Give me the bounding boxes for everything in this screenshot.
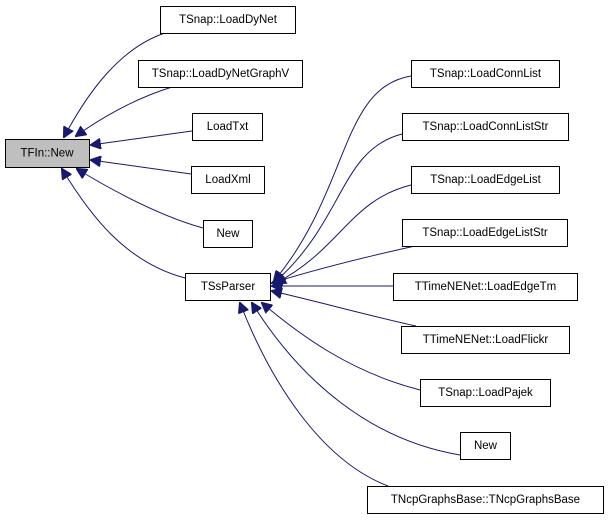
node-tfin-new[interactable]: TFIn::New	[5, 139, 90, 168]
node-label: TTimeNENet::LoadFlickr	[423, 334, 549, 346]
node-tsnap-loadedgeliststr[interactable]: TSnap::LoadEdgeListStr	[402, 219, 568, 247]
edge-loadedgelist-to-tssparser	[276, 184, 412, 283]
node-label: LoadXml	[205, 174, 250, 186]
edge-loaddynetgraphv-to-tfin-new	[76, 86, 173, 136]
edge-new-to-tfin-new	[77, 169, 204, 229]
node-label: New	[474, 440, 498, 452]
node-label: TSnap::LoadEdgeList	[430, 174, 541, 186]
edge-loaddynet-to-tfin-new	[64, 32, 166, 137]
node-label: TNcpGraphsBase::TNcpGraphsBase	[391, 494, 580, 506]
node-tsnap-loadpajek[interactable]: TSnap::LoadPajek	[420, 379, 551, 407]
node-tsnap-loaddynetgraphv[interactable]: TSnap::LoadDyNetGraphV	[138, 60, 303, 88]
node-tsnap-loaddynet[interactable]: TSnap::LoadDyNet	[160, 6, 296, 34]
edge-loadpajek-to-tssparser	[262, 303, 421, 391]
node-tssparser[interactable]: TSsParser	[185, 273, 271, 301]
edge-loadxml-to-tfin-new	[91, 160, 192, 175]
edge-loadflickr-to-tssparser	[272, 291, 417, 327]
node-tsnap-loadconnliststr[interactable]: TSnap::LoadConnListStr	[402, 113, 569, 141]
edge-loadtxt-to-tfin-new	[91, 130, 193, 145]
edge-tncpgraphsbase-to-tssparser	[240, 303, 389, 487]
edge-tssparser-to-tfin-new	[62, 169, 186, 279]
node-ttimenenet-loadflickr[interactable]: TTimeNENet::LoadFlickr	[401, 326, 570, 354]
edge-loadconnlist-to-tssparser	[274, 75, 412, 281]
node-new-left[interactable]: New	[203, 220, 253, 248]
node-ttimenenet-loadedgetm[interactable]: TTimeNENet::LoadEdgeTm	[393, 273, 578, 301]
node-label: TSnap::LoadConnList	[430, 68, 542, 80]
node-label: TFIn::New	[20, 148, 74, 160]
edge-loadconnliststr-to-tssparser	[275, 133, 403, 282]
edge-new-to-tssparser	[252, 303, 461, 456]
node-loadxml[interactable]: LoadXml	[191, 166, 265, 194]
node-label: TSsParser	[201, 281, 255, 293]
node-label: New	[216, 228, 240, 240]
node-tsnap-loadedgelist[interactable]: TSnap::LoadEdgeList	[411, 166, 560, 194]
node-tsnap-loadconnlist[interactable]: TSnap::LoadConnList	[411, 60, 560, 88]
node-label: TSnap::LoadEdgeListStr	[422, 227, 547, 239]
node-label: TSnap::LoadDyNet	[179, 14, 278, 26]
node-label: TSnap::LoadPajek	[438, 387, 533, 399]
node-new-right[interactable]: New	[460, 432, 511, 460]
node-label: TSnap::LoadDyNetGraphV	[152, 68, 290, 80]
node-tncpgraphsbase[interactable]: TNcpGraphsBase::TNcpGraphsBase	[367, 486, 604, 514]
node-label: LoadTxt	[207, 121, 249, 133]
node-label: TTimeNENet::LoadEdgeTm	[415, 281, 556, 293]
node-label: TSnap::LoadConnListStr	[423, 121, 549, 133]
edge-loadedgeliststr-to-tssparser	[272, 245, 416, 283]
node-loadtxt[interactable]: LoadTxt	[192, 113, 263, 141]
